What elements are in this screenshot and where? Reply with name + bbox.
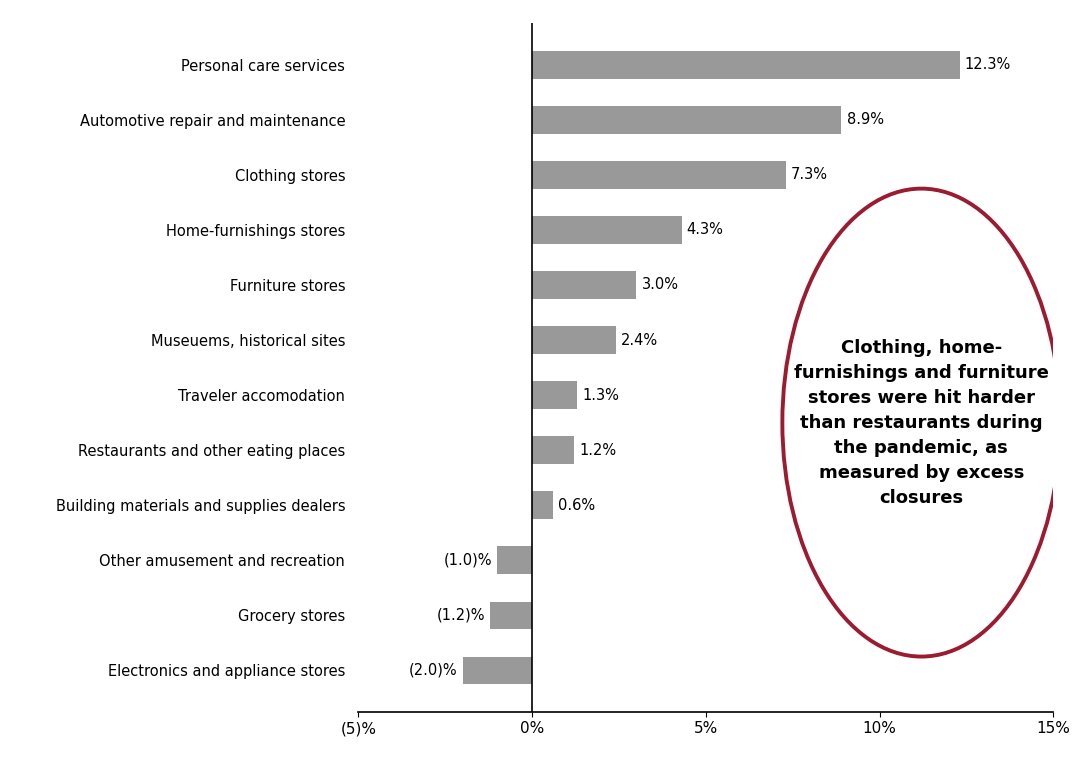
Bar	[532, 326, 616, 353]
Text: 2.4%: 2.4%	[621, 332, 658, 347]
Text: (2.0)%: (2.0)%	[408, 663, 457, 678]
Bar	[532, 271, 636, 299]
Bar	[463, 657, 532, 684]
Bar	[491, 601, 532, 629]
Bar	[532, 51, 960, 78]
Text: 3.0%: 3.0%	[642, 278, 679, 292]
Bar	[532, 216, 682, 244]
Text: 12.3%: 12.3%	[964, 57, 1011, 72]
Text: Clothing, home-
furnishings and furniture
stores were hit harder
than restaurant: Clothing, home- furnishings and furnitur…	[794, 339, 1049, 507]
Bar	[532, 106, 842, 134]
Text: 7.3%: 7.3%	[791, 167, 828, 182]
Bar	[532, 436, 573, 464]
Text: 0.6%: 0.6%	[558, 497, 595, 513]
Text: 1.2%: 1.2%	[579, 443, 616, 457]
Bar	[532, 161, 786, 188]
Bar	[532, 382, 578, 409]
Text: 4.3%: 4.3%	[686, 222, 723, 238]
Text: (1.0)%: (1.0)%	[444, 553, 492, 568]
Text: 8.9%: 8.9%	[847, 113, 884, 127]
Text: 1.3%: 1.3%	[582, 388, 619, 403]
Bar	[532, 491, 553, 519]
Bar	[497, 547, 532, 574]
Text: (1.2)%: (1.2)%	[437, 608, 485, 622]
